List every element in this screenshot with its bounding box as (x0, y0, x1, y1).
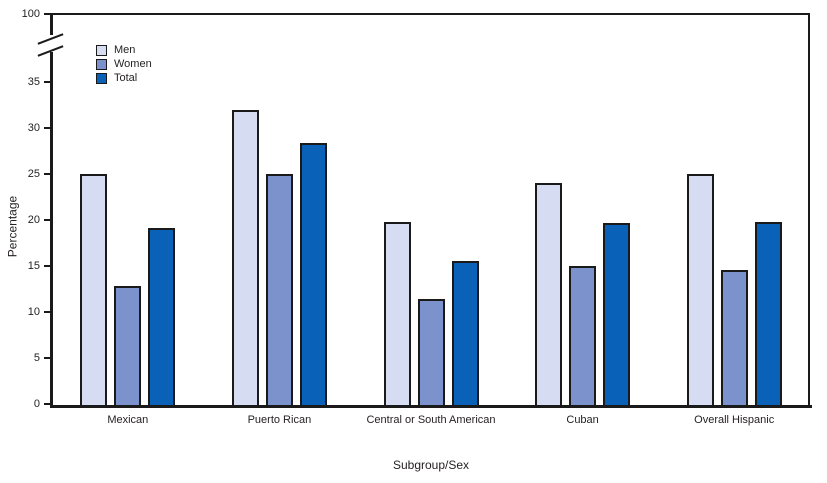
plot-area (52, 13, 810, 405)
y-tick-15 (44, 265, 51, 267)
y-tick-100 (44, 13, 51, 15)
legend-label-women: Women (114, 58, 152, 70)
y-tick-label-20: 20 (27, 214, 40, 226)
x-category-label-overall-hispanic: Overall Hispanic (694, 414, 775, 426)
x-axis-title: Subgroup/Sex (392, 458, 470, 472)
legend: Men Women Total (96, 44, 152, 86)
bar-total-overall-hispanic (754, 221, 782, 405)
bar-women-mexican (114, 286, 142, 405)
y-tick-label-35: 35 (27, 76, 40, 88)
legend-swatch-women (96, 58, 107, 70)
y-tick-label-0: 0 (33, 398, 40, 410)
y-tick-label-100: 100 (21, 8, 40, 20)
y-tick-label-25: 25 (27, 168, 40, 180)
legend-item-men: Men (96, 44, 152, 56)
bar-total-central-or-south-american (451, 261, 479, 405)
x-category-label-cuban: Cuban (566, 414, 599, 426)
y-axis-line-upper (50, 13, 53, 35)
y-tick-30 (44, 127, 51, 129)
y-tick-25 (44, 173, 51, 175)
y-tick-35 (44, 81, 51, 83)
bar-men-mexican (80, 174, 108, 405)
y-tick-5 (44, 357, 51, 359)
bar-men-puerto-rican (231, 109, 259, 405)
y-tick-label-10: 10 (27, 306, 40, 318)
bar-women-cuban (569, 266, 597, 405)
legend-label-total: Total (114, 72, 138, 84)
legend-swatch-total (96, 72, 107, 84)
x-category-label-puerto-rican: Puerto Rican (247, 414, 312, 426)
bar-men-central-or-south-american (383, 221, 411, 405)
y-tick-label-15: 15 (27, 260, 40, 272)
bar-total-mexican (148, 228, 176, 405)
bar-total-puerto-rican (299, 142, 327, 405)
y-tick-label-30: 30 (27, 122, 40, 134)
bar-men-cuban (535, 183, 563, 405)
y-tick-10 (44, 311, 51, 313)
legend-label-men: Men (114, 44, 136, 56)
y-tick-label-5: 5 (33, 352, 40, 364)
bar-men-overall-hispanic (686, 174, 714, 405)
y-axis-line-lower (50, 52, 53, 405)
bar-women-overall-hispanic (720, 269, 748, 405)
y-tick-0 (44, 403, 51, 405)
x-category-label-mexican: Mexican (107, 414, 149, 426)
legend-item-total: Total (96, 72, 152, 84)
legend-swatch-men (96, 44, 107, 56)
legend-item-women: Women (96, 58, 152, 70)
y-tick-20 (44, 219, 51, 221)
bar-total-cuban (603, 222, 631, 405)
x-axis-line (50, 405, 812, 408)
bar-women-puerto-rican (265, 174, 293, 405)
x-category-label-central-or-south-american: Central or South American (366, 414, 496, 426)
bar-women-central-or-south-american (417, 299, 445, 405)
